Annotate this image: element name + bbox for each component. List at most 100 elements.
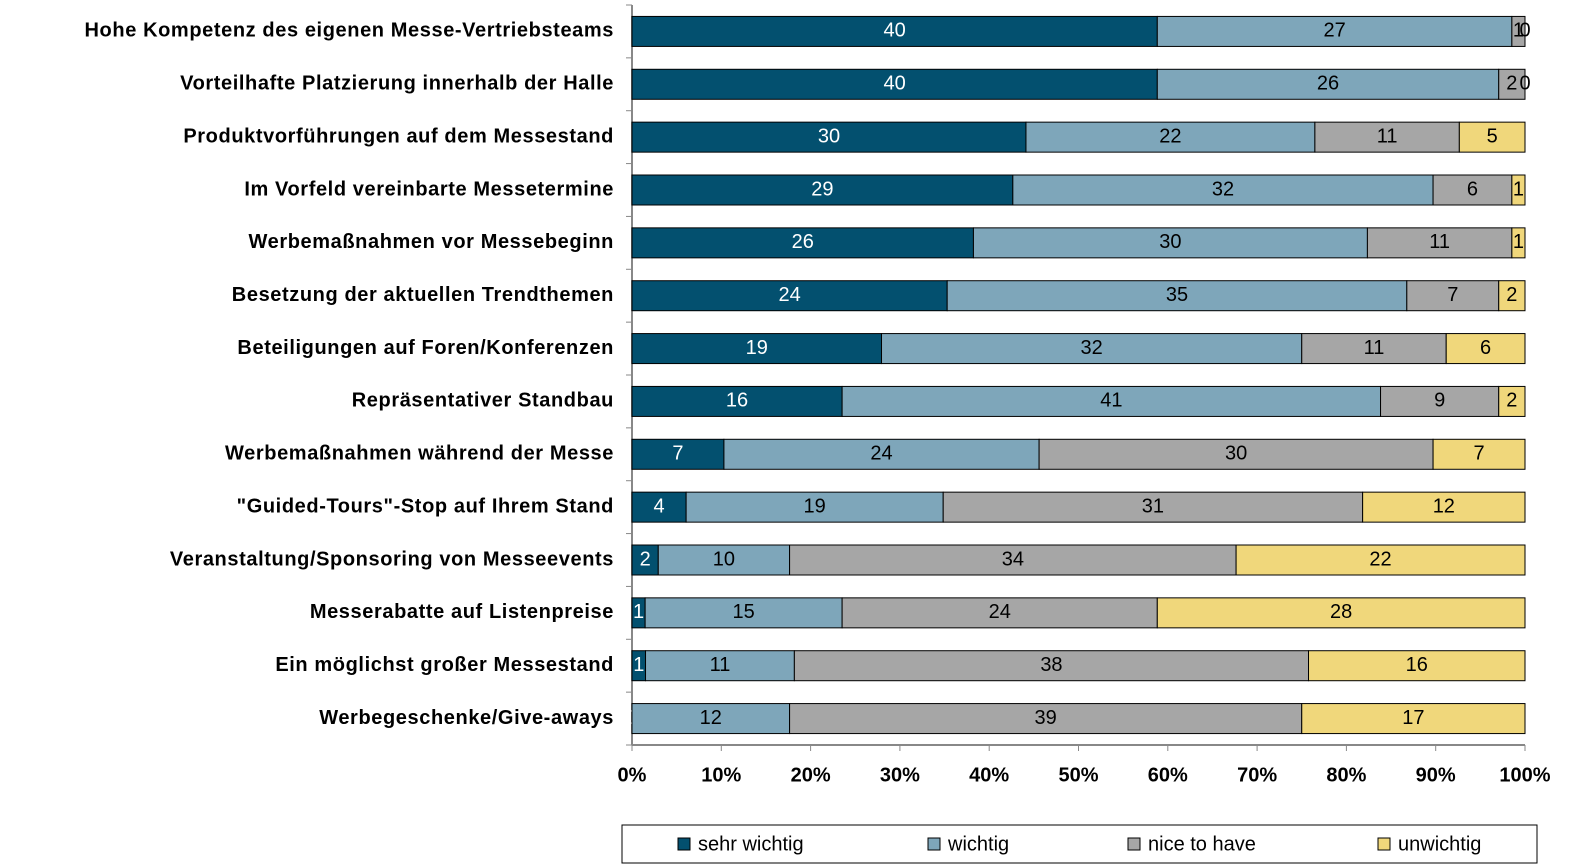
value-label: 19 [804, 495, 826, 517]
category-label: Produktvorführungen auf dem Messestand [183, 125, 614, 147]
x-tick-label: 80% [1326, 764, 1366, 786]
bar-segment [631, 703, 791, 735]
bar-segment [631, 68, 1158, 100]
x-tick-label: 90% [1416, 764, 1456, 786]
bar-segment [645, 650, 795, 682]
value-label: 24 [870, 443, 892, 465]
value-label: 22 [1369, 548, 1391, 570]
value-label: 39 [1035, 707, 1057, 729]
value-label: 27 [1323, 20, 1345, 42]
bar-segment [1458, 121, 1526, 153]
category-label: Werbemaßnahmen während der Messe [225, 443, 614, 465]
value-label: 6 [1480, 337, 1491, 359]
value-label: 30 [1225, 443, 1247, 465]
value-label: 7 [1447, 284, 1458, 306]
value-label: 40 [884, 73, 906, 95]
value-label: 0 [1519, 20, 1530, 42]
value-label: 32 [1081, 337, 1103, 359]
legend-swatch [677, 837, 691, 851]
x-tick-label: 20% [791, 764, 831, 786]
bar-segment [841, 597, 1158, 629]
category-label: Vorteilhafte Platzierung innerhalb der H… [180, 73, 614, 95]
bar-segment [1511, 174, 1526, 206]
value-label: 28 [1330, 601, 1352, 623]
value-label: 1 [1513, 231, 1524, 253]
value-label: 29 [811, 178, 833, 200]
value-label: 12 [1433, 495, 1455, 517]
bar-segment [1445, 333, 1526, 365]
value-label: 2 [1506, 73, 1517, 95]
value-label: 1 [633, 654, 644, 676]
bar-segment [1406, 280, 1500, 312]
bar-segment [1156, 15, 1513, 47]
value-label: 10 [713, 548, 735, 570]
value-label: 16 [1406, 654, 1428, 676]
x-tick-label: 60% [1148, 764, 1188, 786]
value-label: 35 [1166, 284, 1188, 306]
bar-segment [657, 544, 791, 576]
bar-segment [942, 491, 1364, 523]
value-label: 9 [1434, 390, 1445, 412]
value-label: 7 [1473, 443, 1484, 465]
value-label: 30 [1159, 231, 1181, 253]
value-label: 6 [1467, 178, 1478, 200]
value-label: 26 [792, 231, 814, 253]
value-label: 15 [733, 601, 755, 623]
category-label: Im Vorfeld vereinbarte Messetermine [244, 178, 614, 200]
bar-segment [631, 15, 1158, 47]
bar-segment [1511, 227, 1526, 259]
bar-segment [1380, 385, 1500, 417]
bar-segment [881, 333, 1303, 365]
value-label: 11 [710, 654, 731, 676]
value-label: 17 [1402, 707, 1424, 729]
legend-label: nice to have [1148, 833, 1256, 855]
bar-segment [1235, 544, 1526, 576]
bar-segment [793, 650, 1310, 682]
value-label: 4 [653, 495, 664, 517]
value-label: 11 [1377, 125, 1398, 147]
legend-label: sehr wichtig [698, 833, 804, 855]
value-label: 2 [1506, 390, 1517, 412]
category-label: Werbegeschenke/Give-aways [319, 707, 614, 729]
bar-segment [644, 597, 843, 629]
value-label: 19 [746, 337, 768, 359]
value-label: 1 [1513, 20, 1524, 42]
value-label: 34 [1002, 548, 1024, 570]
category-label: Werbemaßnahmen vor Messebeginn [249, 231, 615, 253]
x-tick-label: 40% [969, 764, 1009, 786]
bar-segment [1362, 491, 1526, 523]
category-label: Repräsentativer Standbau [352, 390, 614, 412]
value-label: 2 [640, 548, 651, 570]
value-label: 5 [1487, 125, 1498, 147]
value-label: 26 [1317, 73, 1339, 95]
bar-segment [1498, 280, 1526, 312]
x-tick-label: 30% [880, 764, 920, 786]
value-label: 1 [633, 601, 644, 623]
legend-swatch [1377, 837, 1391, 851]
legend-swatch [1127, 837, 1141, 851]
value-label: 12 [700, 707, 722, 729]
x-tick-label: 0% [618, 764, 647, 786]
value-label: 7 [672, 443, 683, 465]
legend-swatch [927, 837, 941, 851]
x-tick-label: 10% [701, 764, 741, 786]
bar-segment [841, 385, 1382, 417]
category-label: Beteiligungen auf Foren/Konferenzen [237, 337, 614, 359]
bar-segment [1432, 438, 1526, 470]
bar-segment [631, 280, 948, 312]
bar-segment [631, 385, 843, 417]
bar-segment [723, 438, 1040, 470]
legend-label: wichtig [947, 833, 1009, 855]
x-tick-label: 50% [1058, 764, 1098, 786]
value-label: 1 [1513, 178, 1524, 200]
category-label: Messerabatte auf Listenpreise [310, 601, 614, 623]
category-label: Hohe Kompetenz des eigenen Messe-Vertrie… [85, 20, 614, 42]
value-label: 38 [1040, 654, 1062, 676]
value-label: 31 [1142, 495, 1164, 517]
category-label: "Guided-Tours"-Stop auf Ihrem Stand [237, 495, 614, 517]
bar-segment [1301, 703, 1526, 735]
bar-segment [631, 438, 725, 470]
category-label: Besetzung der aktuellen Trendthemen [232, 284, 614, 306]
value-label: 32 [1212, 178, 1234, 200]
value-label: 2 [1506, 284, 1517, 306]
